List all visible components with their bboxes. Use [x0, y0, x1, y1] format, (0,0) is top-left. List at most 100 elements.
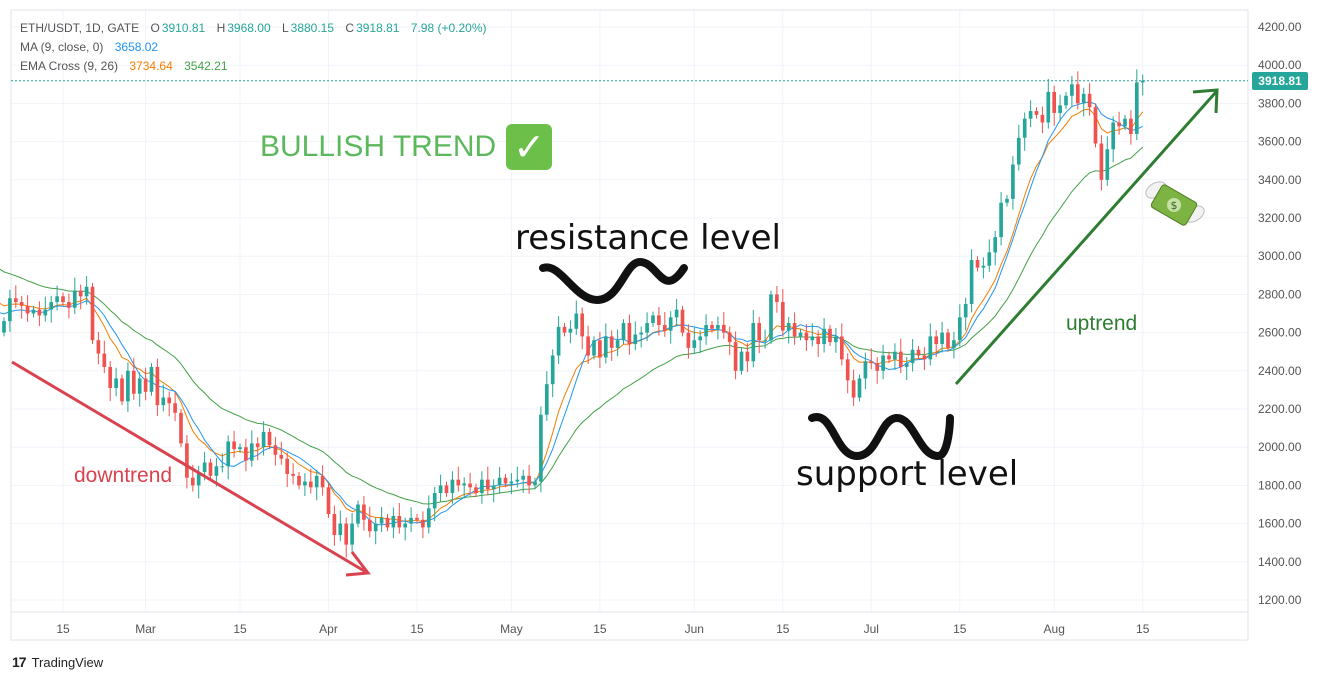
- candle-body: [450, 479, 455, 494]
- price-tick-label: 2200.00: [1258, 402, 1302, 416]
- candle-body: [426, 508, 431, 528]
- candle-body: [326, 487, 331, 515]
- candle-body: [1134, 82, 1139, 134]
- time-axis: 15 Mar 15 Apr 15 May 15 Jun 15 Jul 15 Aug 15: [56, 622, 1149, 636]
- candle-body: [668, 317, 673, 331]
- candle-body: [869, 361, 874, 364]
- candle-body: [308, 481, 313, 488]
- candle-body: [692, 340, 697, 348]
- price-tick-label: 2400.00: [1258, 364, 1302, 378]
- candle-body: [350, 523, 354, 545]
- support-squiggle: [808, 413, 954, 461]
- candle-body: [1075, 84, 1080, 104]
- candle-body: [226, 441, 231, 467]
- ema-fast-value: 3734.64: [129, 59, 173, 73]
- candle-body: [249, 443, 254, 461]
- price-tick-label: 1800.00: [1258, 478, 1302, 492]
- candle-body: [969, 260, 974, 304]
- candle-body: [285, 458, 290, 474]
- candle-body: [485, 479, 490, 490]
- candle-body: [114, 378, 118, 388]
- candle-body: [415, 517, 419, 520]
- price-tick-label: 2800.00: [1258, 287, 1302, 301]
- price-tick-label: 3600.00: [1258, 135, 1302, 149]
- candle-body: [621, 323, 626, 341]
- candle-body: [362, 504, 366, 520]
- open-value: 3910.81: [161, 21, 206, 35]
- candle-body: [131, 370, 136, 394]
- time-tick-label: Jul: [864, 622, 879, 636]
- candle-body: [1064, 95, 1068, 106]
- candle-body: [857, 378, 862, 398]
- candle-body: [521, 475, 526, 480]
- candle-body: [43, 309, 48, 316]
- time-tick-label: May: [500, 622, 523, 636]
- candle-body: [657, 315, 661, 325]
- candle-body: [332, 514, 337, 536]
- candle-body: [544, 384, 549, 415]
- symbol-ohlc-line: ETH/USDT, 1D, GATE O 3910.81 H 3968.00 L 38…: [20, 21, 489, 35]
- candle-body: [267, 431, 272, 446]
- candle-body: [320, 475, 325, 488]
- candle-body: [37, 309, 42, 316]
- price-tick-label: 1400.00: [1258, 555, 1302, 569]
- candle-body: [727, 332, 732, 343]
- candle-body: [1011, 164, 1015, 199]
- candle-body: [934, 336, 939, 345]
- candle-body: [261, 431, 266, 448]
- candle-body: [1070, 84, 1074, 96]
- candle-body: [444, 485, 449, 494]
- price-tick-label: 2600.00: [1258, 326, 1302, 340]
- candle-body: [887, 355, 891, 360]
- candle-body: [987, 252, 992, 266]
- candle-body: [739, 351, 744, 371]
- candle-body: [775, 294, 779, 303]
- candle-body: [586, 336, 590, 356]
- candle-body: [314, 475, 319, 488]
- candle-body: [1140, 80, 1145, 83]
- candle-body: [238, 447, 242, 450]
- candle-body: [686, 332, 691, 348]
- last-price-tag: 3918.81: [1252, 72, 1308, 90]
- candle-body: [509, 481, 514, 484]
- candle-body: [8, 298, 12, 322]
- candle-body: [662, 324, 667, 331]
- high-label: H: [216, 21, 226, 35]
- tradingview-footer[interactable]: 17 TradingView: [12, 654, 103, 670]
- candle-body: [1052, 91, 1057, 113]
- candle-body: [952, 340, 956, 348]
- time-tick-label: Mar: [135, 622, 156, 636]
- candle-body: [592, 340, 596, 356]
- candle-body: [13, 298, 18, 303]
- candle-body: [1123, 118, 1127, 127]
- price-tick-label: 3200.00: [1258, 211, 1302, 225]
- candle-body: [639, 332, 644, 335]
- low-value: 3880.15: [290, 21, 335, 35]
- candle-body: [922, 355, 927, 360]
- candle-body: [898, 351, 903, 367]
- candle-body: [155, 366, 160, 406]
- candle-body: [385, 517, 390, 528]
- candle-body: [373, 523, 378, 532]
- candle-body: [480, 479, 484, 494]
- candle-body: [550, 355, 555, 385]
- candle-body: [1111, 122, 1116, 150]
- time-tick-label: Aug: [1044, 622, 1065, 636]
- candle-body: [804, 332, 809, 341]
- candle-body: [403, 523, 408, 528]
- candle-body: [432, 493, 437, 509]
- price-tick-label: 1200.00: [1258, 593, 1302, 607]
- tradingview-brand: TradingView: [31, 654, 104, 670]
- candle-body: [1087, 93, 1092, 108]
- candle-body: [627, 323, 632, 345]
- candle-body: [757, 323, 762, 341]
- price-axis: 4200.00 4000.00 3800.00 3600.00 3400.00 3200.…: [1258, 20, 1302, 607]
- uptrend-label: uptrend: [1066, 312, 1138, 335]
- candle-body: [975, 260, 980, 268]
- candle-body: [2, 321, 6, 333]
- candle-body: [651, 315, 655, 324]
- candle-body: [1046, 91, 1051, 123]
- candle-body: [367, 519, 372, 532]
- candle-body: [279, 454, 284, 459]
